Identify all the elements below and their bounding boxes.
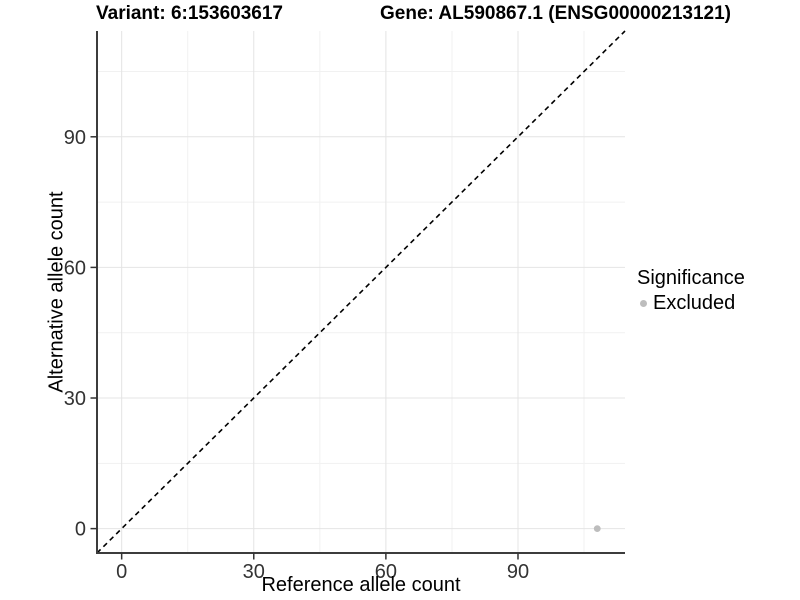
x-tick-label: 60 [375, 561, 397, 583]
identity-line [96, 30, 626, 554]
legend-entry-label: Excluded [653, 292, 736, 314]
y-tick-label: 90 [64, 127, 86, 149]
x-tick-label: 0 [116, 561, 127, 583]
y-tick-label: 30 [64, 388, 86, 410]
x-tick-label: 90 [507, 561, 529, 583]
data-point [593, 525, 601, 533]
legend-point-icon [640, 299, 647, 307]
plot-title-variant: Variant: 6:153603617 [96, 3, 283, 24]
y-tick-label: 0 [75, 519, 86, 541]
x-axis-title: Reference allele count [261, 574, 461, 596]
y-tick-label: 60 [64, 257, 86, 279]
legend-entry: Excluded [637, 292, 745, 314]
legend-title: Significance [637, 267, 745, 289]
x-tick-label: 30 [243, 561, 265, 583]
legend: Significance Excluded [637, 266, 745, 314]
plot-title-gene: Gene: AL590867.1 (ENSG00000213121) [380, 3, 732, 24]
y-axis-title: Alternative allele count [45, 191, 68, 393]
